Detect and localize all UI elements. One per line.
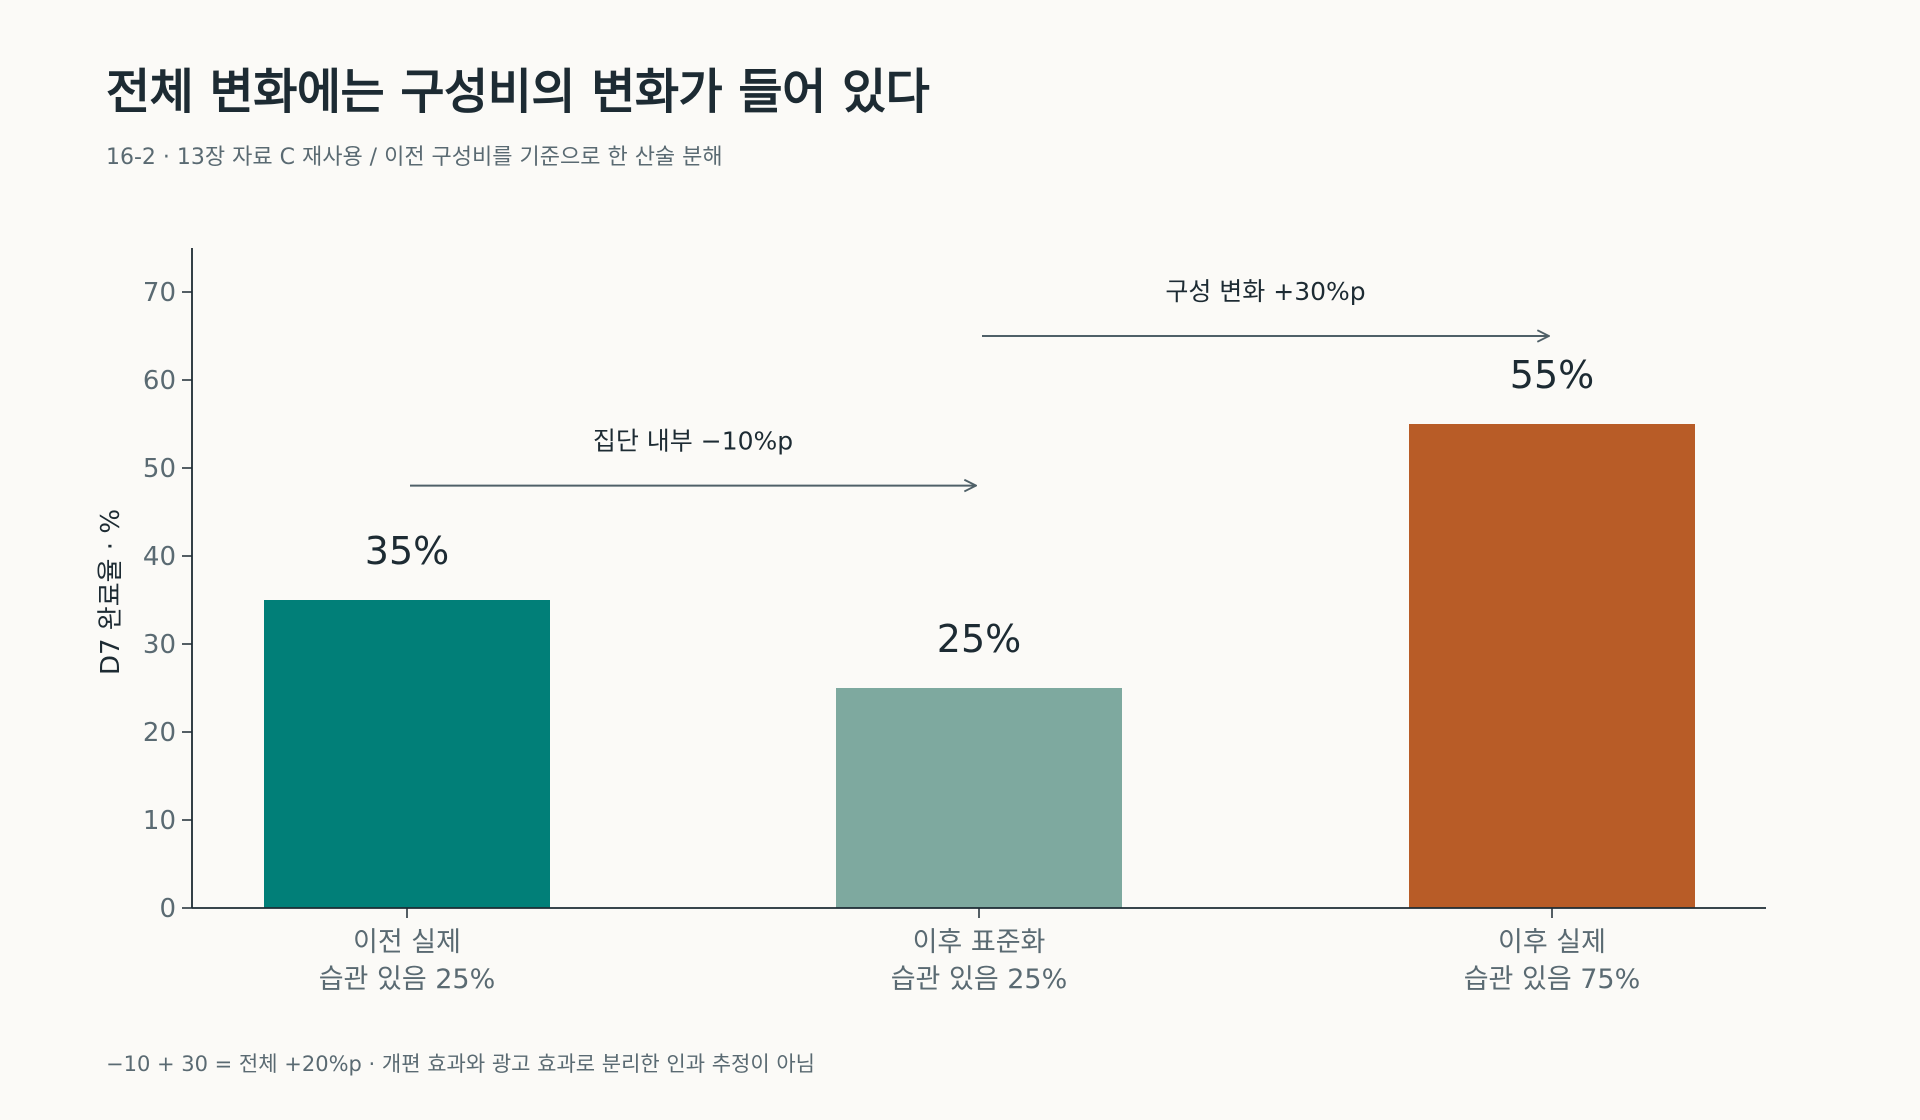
- x-tick-label: 습관 있음 75%: [1464, 964, 1641, 995]
- bar: [836, 688, 1122, 908]
- y-tick-label: 60: [143, 366, 176, 396]
- footnote: −10 + 30 = 전체 +20%p · 개편 효과와 광고 효과로 분리한 …: [106, 1052, 815, 1076]
- bar: [1409, 424, 1695, 908]
- y-tick-label: 20: [143, 718, 176, 748]
- bar: [264, 600, 550, 908]
- chart-subtitle: 16-2 · 13장 자료 C 재사용 / 이전 구성비를 기준으로 한 산술 …: [106, 145, 723, 170]
- bar-value-label: 25%: [937, 617, 1021, 661]
- y-tick-label: 30: [143, 630, 176, 660]
- y-tick-label: 50: [143, 454, 176, 484]
- x-tick-label: 이후 표준화: [913, 927, 1046, 958]
- annotation-label: 집단 내부 −10%p: [593, 427, 793, 456]
- chart-title: 전체 변화에는 구성비의 변화가 들어 있다: [106, 64, 930, 120]
- y-tick-label: 0: [159, 894, 176, 924]
- y-tick-label: 70: [143, 278, 176, 308]
- x-tick-label: 이후 실제: [1498, 927, 1606, 958]
- y-tick-label: 10: [143, 806, 176, 836]
- annotation-label: 구성 변화 +30%p: [1165, 277, 1365, 306]
- x-tick-label: 습관 있음 25%: [319, 964, 496, 995]
- bar-value-label: 35%: [365, 529, 449, 573]
- x-tick-label: 이전 실제: [353, 927, 461, 958]
- bar-value-label: 55%: [1510, 353, 1594, 397]
- x-tick-label: 습관 있음 25%: [891, 964, 1068, 995]
- y-axis-label: D7 완료율 · %: [96, 509, 126, 675]
- y-tick-label: 40: [143, 542, 176, 572]
